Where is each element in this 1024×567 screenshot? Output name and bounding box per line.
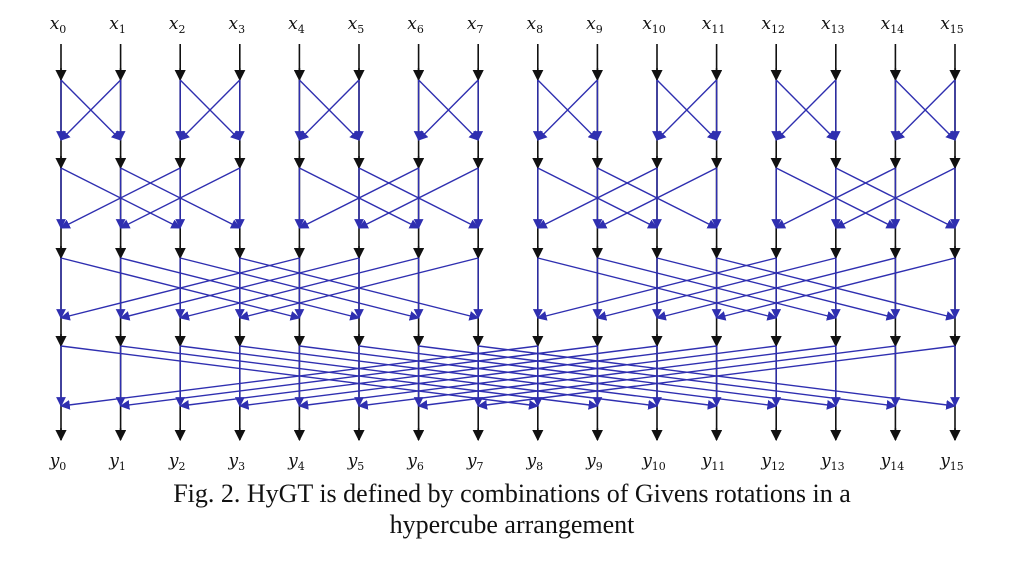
input-label-x8: x8 <box>527 14 544 36</box>
input-label-x4: x4 <box>288 14 305 36</box>
input-label-x7: x7 <box>467 14 484 36</box>
rotation-cross-s1-11-9 <box>596 167 717 229</box>
rotation-cross-s1-10-8 <box>536 167 658 229</box>
rotation-cross-s3-8-0 <box>60 345 538 410</box>
rotation-cross-s3-9-1 <box>119 345 598 410</box>
input-label-x12: x12 <box>761 14 785 36</box>
rotation-cross-s0-9-8 <box>537 79 598 141</box>
rotation-cross-s0-3-2 <box>179 79 241 141</box>
rotation-cross-s2-14-10 <box>656 257 896 321</box>
input-label-x0: x0 <box>50 14 67 36</box>
input-label-x1: x1 <box>109 14 126 36</box>
output-labels: y0 y1 y2 y3 y4 y5 y6 y7 y8 y9 y10 y11 y12 y13 y14 y15 <box>49 451 964 470</box>
output-label-y12: y12 <box>760 451 785 470</box>
input-labels: x0 x1 x2 x3 x4 x5 x6 x7 x8 x9 x10 x11 x12 x13 x14 x15 <box>50 14 964 36</box>
output-label-y9: y9 <box>585 451 603 470</box>
caption-line-2: hypercube arrangement <box>389 510 635 539</box>
rotation-cross-s2-15-11 <box>715 257 956 321</box>
rotation-cross-s3-10-2 <box>179 345 658 410</box>
input-label-x10: x10 <box>642 14 666 36</box>
rotation-cross-s1-6-4 <box>298 167 419 229</box>
rotation-cross-s2-13-9 <box>596 257 836 321</box>
input-label-x3: x3 <box>229 14 246 36</box>
rotation-cross-s2-12-8 <box>536 257 777 321</box>
rotation-edges <box>56 79 960 410</box>
rotation-cross-s1-2-0 <box>60 167 181 229</box>
input-label-x13: x13 <box>821 14 845 36</box>
output-label-y11: y11 <box>701 451 726 470</box>
rotation-cross-s1-15-13 <box>834 167 956 229</box>
output-label-y14: y14 <box>880 451 905 470</box>
rotation-cross-s3-12-4 <box>298 345 777 410</box>
input-label-x14: x14 <box>881 14 905 36</box>
output-label-y2: y2 <box>168 451 186 470</box>
rotation-cross-s1-14-12 <box>775 167 896 229</box>
output-label-y0: y0 <box>49 451 67 470</box>
output-label-y5: y5 <box>347 451 365 470</box>
rotation-cross-s2-5-1 <box>119 257 360 321</box>
output-label-y1: y1 <box>108 451 126 470</box>
caption-line-1: Fig. 2. HyGT is defined by combinations … <box>173 479 851 508</box>
output-label-y7: y7 <box>466 451 484 470</box>
output-label-y10: y10 <box>641 451 666 470</box>
rotation-cross-s2-6-2 <box>179 257 419 321</box>
input-label-x9: x9 <box>586 14 603 36</box>
output-label-y15: y15 <box>939 451 964 470</box>
rotation-cross-s0-13-12 <box>775 79 837 141</box>
figure-caption: Fig. 2. HyGT is defined by combinations … <box>0 478 1024 540</box>
rotation-cross-s3-13-5 <box>358 345 836 410</box>
rotation-cross-s0-1-0 <box>60 79 122 141</box>
rotation-cross-s0-11-10 <box>656 79 718 141</box>
rotation-cross-s1-7-5 <box>358 167 479 229</box>
rotation-cross-s2-7-3 <box>238 257 479 321</box>
hygt-diagram: x0 x1 x2 x3 x4 x5 x6 x7 x8 x9 x10 x11 x12 x13 x14 x15 y… <box>49 14 964 470</box>
rotation-cross-s3-11-3 <box>238 345 717 410</box>
rotation-cross-s0-5-4 <box>298 79 360 141</box>
output-label-y4: y4 <box>287 451 305 470</box>
output-label-y6: y6 <box>406 451 424 470</box>
rotation-cross-s3-14-6 <box>417 345 896 410</box>
input-label-x6: x6 <box>407 14 424 36</box>
output-label-y8: y8 <box>525 451 543 470</box>
rotation-cross-s0-7-6 <box>417 79 479 141</box>
rotation-cross-s0-15-14 <box>894 79 956 141</box>
output-label-y13: y13 <box>820 451 845 470</box>
rotation-cross-s1-3-1 <box>119 167 241 229</box>
input-label-x2: x2 <box>169 14 186 36</box>
output-label-y3: y3 <box>227 451 245 470</box>
rotation-cross-s3-15-7 <box>477 345 956 410</box>
input-label-x15: x15 <box>940 14 964 36</box>
input-label-x11: x11 <box>702 14 726 36</box>
input-label-x5: x5 <box>348 14 365 36</box>
rotation-cross-s2-4-0 <box>60 257 300 321</box>
wires <box>55 44 961 442</box>
